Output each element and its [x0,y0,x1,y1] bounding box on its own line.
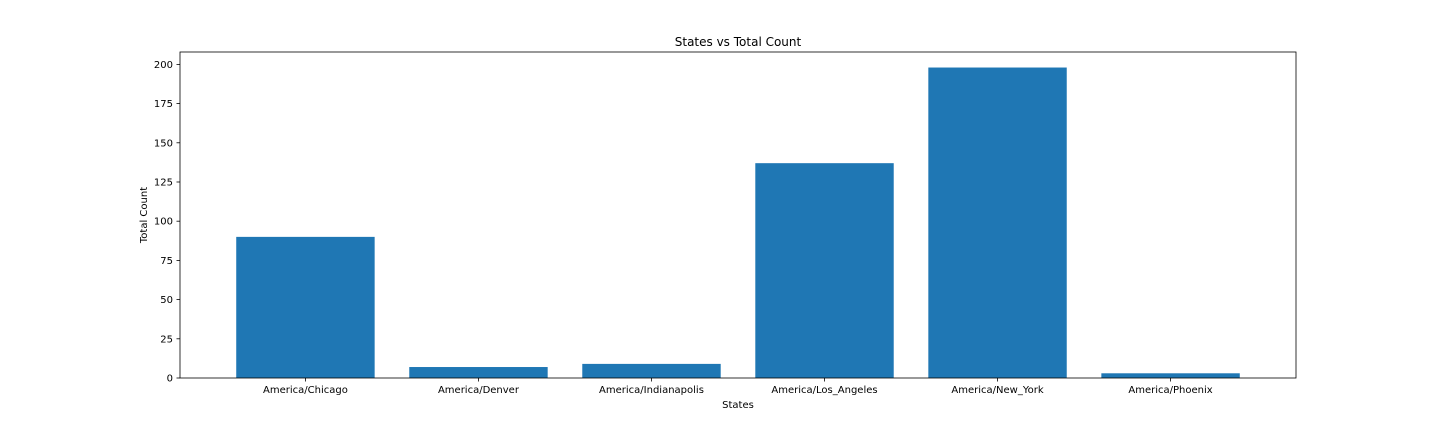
bar-america-indianapolis [582,363,721,378]
bars-group [236,67,1240,379]
bar-america-los-angeles [755,163,894,378]
chart-title: States vs Total Count [675,35,802,49]
y-tick-label: 100 [154,217,173,228]
bar-america-new-york [928,67,1067,379]
bar-america-phoenix [1101,373,1240,378]
bar-america-chicago [236,236,375,378]
y-tick-label: 175 [154,99,173,110]
y-tick-label: 150 [154,138,173,149]
y-tick-label: 25 [160,334,173,345]
plot-area-frame [179,51,1297,379]
x-tick-label: America/Chicago [263,385,348,396]
x-tick-label: America/Indianapolis [599,385,704,396]
bar-america-denver [409,367,548,378]
y-tick-label: 0 [167,374,173,385]
y-tick-label: 50 [160,295,173,306]
x-axis-ticks: America/Chicago America/Denver America/Ind… [263,378,1213,396]
y-tick-label: 125 [154,177,173,188]
y-tick-label: 75 [160,256,173,267]
x-tick-label: America/New_York [951,385,1043,396]
x-axis-label: States [722,400,754,411]
y-tick-label: 200 [154,60,173,71]
x-tick-label: America/Los_Angeles [771,385,877,396]
x-tick-label: America/Denver [438,385,520,396]
y-axis-ticks: 0 25 50 75 100 125 150 175 200 [154,60,180,385]
y-axis-label: Total Count [139,187,150,244]
x-tick-label: America/Phoenix [1128,385,1212,396]
